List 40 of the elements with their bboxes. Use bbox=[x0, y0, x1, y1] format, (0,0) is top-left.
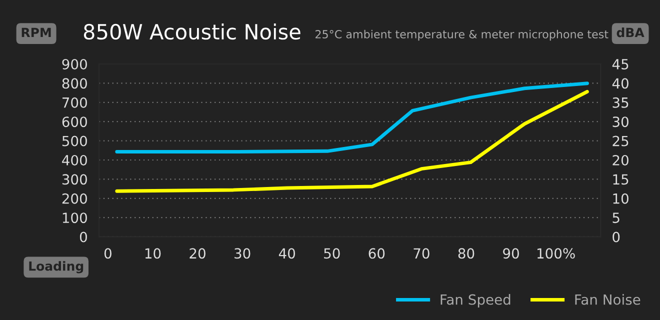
x-tick-label: 0 bbox=[104, 248, 112, 259]
x-tick-label: 50 bbox=[324, 248, 340, 259]
y-tick-label: 700 bbox=[62, 97, 87, 108]
y2-tick-label: 45 bbox=[612, 59, 628, 70]
y2-tick-label: 40 bbox=[612, 78, 628, 89]
y-tick-label: 600 bbox=[62, 116, 87, 128]
y-tick-label: 200 bbox=[62, 193, 87, 204]
x-tick-label: 90 bbox=[503, 248, 519, 259]
y2-axis-title: dBA bbox=[616, 28, 644, 38]
y-tick-label: 0 bbox=[80, 232, 87, 242]
y-tick-label: 500 bbox=[62, 136, 87, 146]
y2-tick-label: 5 bbox=[612, 212, 620, 224]
x-tick-label: 100% bbox=[537, 248, 575, 259]
y-tick-label: 800 bbox=[62, 78, 87, 89]
line-series bbox=[115, 90, 589, 193]
y2-tick-label: 10 bbox=[613, 193, 628, 204]
x-tick-label: 10 bbox=[145, 248, 161, 259]
y2-tick-label: 20 bbox=[612, 154, 628, 166]
line-series bbox=[115, 82, 589, 154]
legend-label: Fan Speed bbox=[440, 294, 510, 308]
y-tick-label: 100 bbox=[62, 212, 87, 224]
chart-subtitle: 25°C ambient temperature & meter microphone test bbox=[316, 30, 608, 41]
y2-tick-label: 35 bbox=[612, 97, 628, 108]
y-tick-label: 400 bbox=[62, 154, 87, 166]
y-tick-label: 300 bbox=[62, 174, 87, 185]
x-tick-label: 40 bbox=[278, 248, 296, 259]
chart-title: 850W Acoustic Noise bbox=[84, 24, 300, 40]
legend-label: Fan Noise bbox=[575, 294, 640, 305]
y2-tick-label: 30 bbox=[612, 116, 628, 128]
y2-tick-label: 15 bbox=[613, 174, 628, 185]
x-tick-label: 30 bbox=[234, 248, 250, 259]
x-tick-label: 80 bbox=[458, 248, 474, 259]
x-axis-title: Loading bbox=[29, 261, 84, 274]
x-tick-label: 20 bbox=[190, 248, 206, 259]
y-axis-title: RPM bbox=[22, 28, 51, 38]
y-tick-label: 900 bbox=[62, 58, 87, 70]
x-tick-label: 70 bbox=[414, 248, 430, 259]
y2-tick-label: 25 bbox=[612, 136, 628, 146]
y2-tick-label: 0 bbox=[612, 232, 620, 242]
x-tick-label: 60 bbox=[368, 248, 385, 259]
